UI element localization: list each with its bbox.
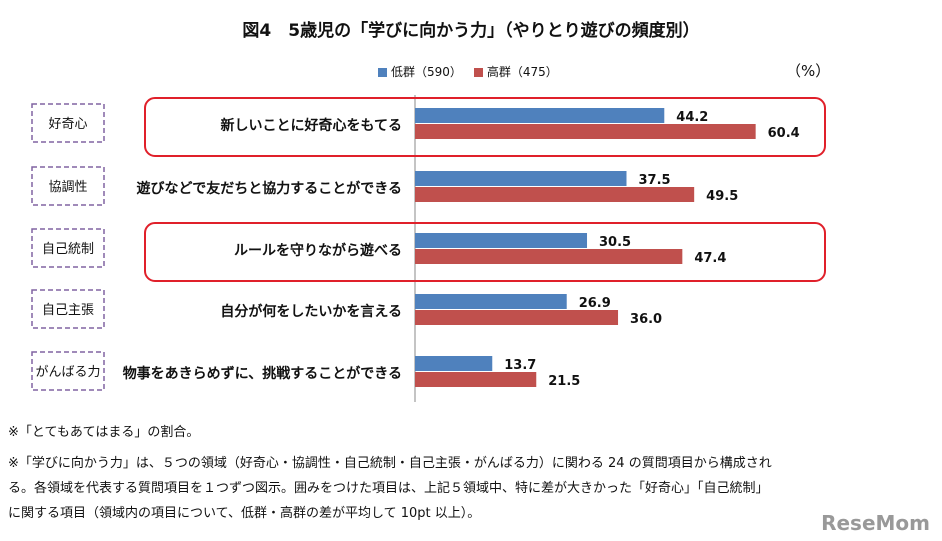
data-label: 60.4: [768, 126, 800, 141]
domain-label: がんばる力: [35, 365, 100, 380]
footnote-1: ※「とてもあてはまる」の割合。: [8, 425, 200, 440]
bar-chart: 新しいことに好奇心をもてる 好奇心 44.2 60.4 遊びなどで友だちと協力することが…: [31, 95, 826, 402]
domain-label: 好奇心: [48, 116, 87, 132]
chart-title: 図4 5歳児の「学びに向かう力」（やりとり遊びの頻度別）: [242, 21, 700, 41]
domain-box: [31, 289, 105, 329]
legend-swatch-low: [378, 68, 387, 77]
bar-low: [415, 233, 588, 248]
category-label: ルールを守りながら遊べる: [234, 242, 402, 259]
category-label: 遊びなどで友だちと協力することができる: [137, 180, 402, 197]
bar-low: [415, 171, 627, 186]
data-label: 21.5: [548, 374, 580, 389]
bar-low: [415, 294, 567, 309]
legend-item-high: 高群（475）: [473, 63, 558, 80]
legend: 低群（590） 高群（475）: [378, 63, 558, 80]
legend-label-high: 高群（475）: [486, 65, 558, 79]
highlight-box: [144, 222, 826, 282]
unit-label: （%）: [786, 62, 831, 80]
footnote-4: に関する項目（領域内の項目について、低群・高群の差が平均して 10pt 以上）。: [8, 506, 481, 521]
logo: ReseMom: [821, 511, 930, 535]
highlight-box: [144, 97, 826, 157]
data-label: 36.0: [630, 312, 662, 327]
domain-box: [31, 166, 105, 206]
footnote-3: る。各領域を代表する質問項目を１つずつ図示。囲みをつけた項目は、上記５領域中、特…: [8, 481, 769, 496]
legend-label-low: 低群（590）: [391, 65, 462, 79]
bar-high: [415, 310, 619, 325]
category-label: 物事をあきらめずに、挑戦することができる: [123, 365, 402, 382]
data-label: 13.7: [504, 358, 536, 373]
domain-label: 自己統制: [42, 242, 94, 257]
domain-box: [31, 228, 105, 268]
domain-box: [31, 351, 105, 391]
data-label: 49.5: [706, 189, 738, 204]
footnote-2: ※「学びに向かう力」は、５つの領域（好奇心・協調性・自己統制・自己主張・がんばる…: [8, 456, 772, 471]
bar-low: [415, 356, 493, 371]
legend-swatch-high: [473, 68, 483, 77]
data-label: 47.4: [694, 251, 726, 266]
legend-item-low: 低群（590）: [378, 63, 462, 80]
data-label: 44.2: [676, 110, 708, 125]
data-label: 37.5: [639, 173, 671, 188]
bar-high: [415, 372, 537, 387]
category-label: 新しいことに好奇心をもてる: [221, 117, 402, 134]
domain-label: 自己主張: [42, 303, 94, 318]
bar-high: [415, 187, 695, 202]
bar-high: [415, 124, 756, 139]
data-label: 26.9: [579, 296, 611, 311]
domain-box: [31, 103, 105, 143]
category-label: 自分が何をしたいかを言える: [220, 303, 402, 320]
bar-high: [415, 249, 683, 264]
domain-label: 協調性: [48, 180, 87, 195]
bar-low: [415, 108, 665, 123]
data-label: 30.5: [599, 235, 631, 250]
